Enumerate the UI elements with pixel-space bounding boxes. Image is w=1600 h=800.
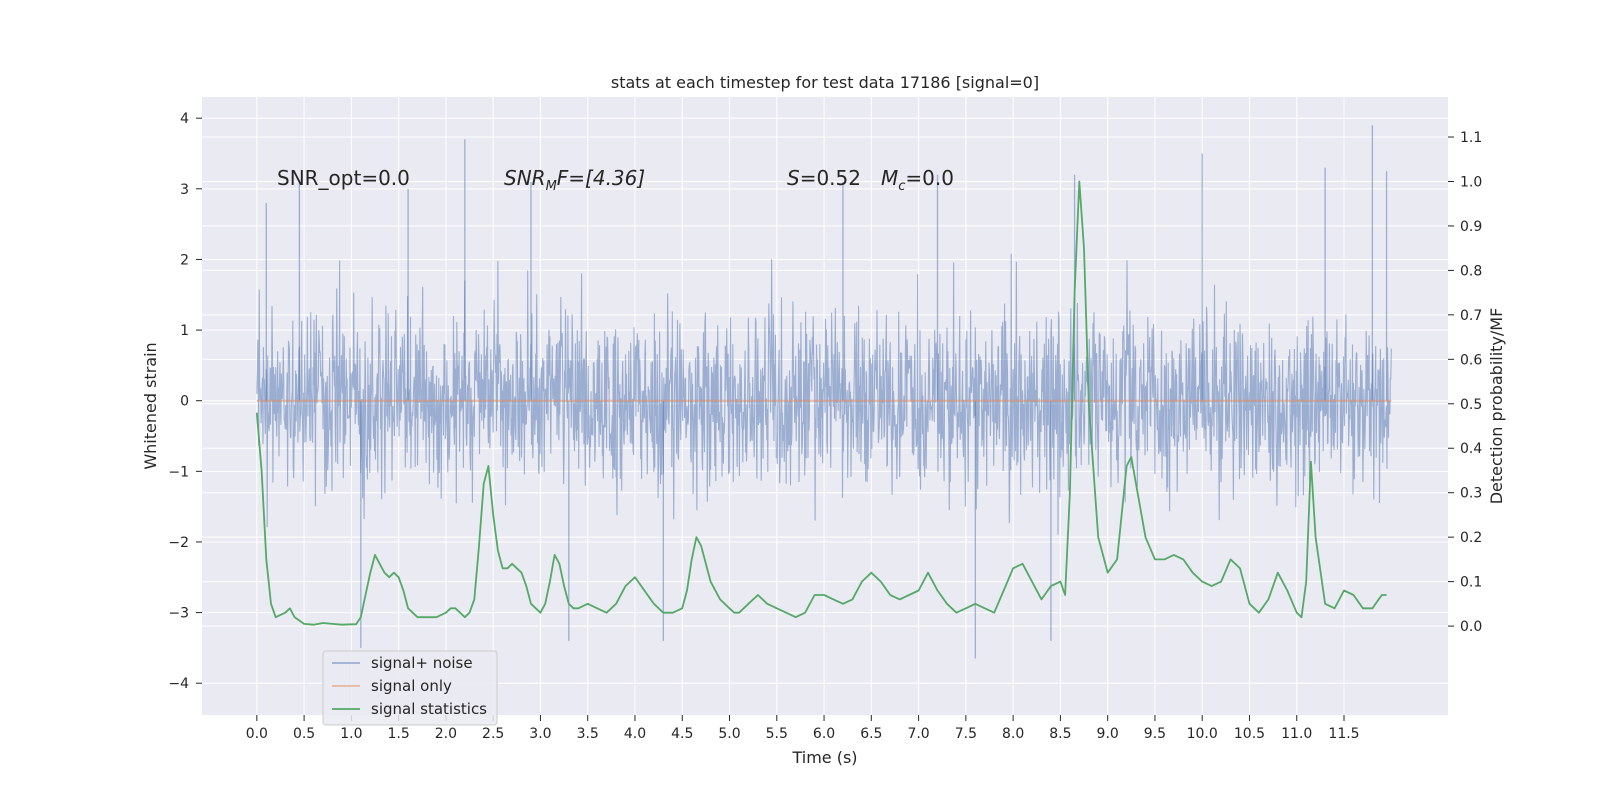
- signal-statistics-series: [255, 180, 1387, 626]
- annotation-s: S=0.52: [787, 166, 861, 190]
- y-left-tick-label-6: 2: [180, 252, 189, 268]
- chart-title: stats at each timestep for test data 171…: [611, 73, 1039, 92]
- x-tick-label-1: 0.5: [293, 726, 315, 742]
- y-right-axis-ticks: 0.0 0.1 0.2 0.3 0.4 0.5 0.6 0.7 0.8 0.9 1.0 1.1: [1448, 130, 1482, 635]
- signal-noise-series: [256, 125, 1392, 659]
- y-left-tick-label-4: 0: [180, 394, 189, 410]
- x-tick-label-23: 11.5: [1328, 726, 1359, 742]
- legend-label-signal-only: signal only: [371, 677, 452, 695]
- y-right-tick-label-3: 0.3: [1460, 486, 1482, 502]
- annotation-s-main: S: [787, 166, 800, 190]
- x-tick-label-3: 1.5: [388, 726, 410, 742]
- x-tick-label-13: 6.5: [860, 726, 882, 742]
- y-right-tick-label-9: 0.9: [1460, 219, 1482, 235]
- y-right-tick-label-0: 0.0: [1460, 619, 1482, 635]
- x-tick-label-14: 7.0: [907, 726, 929, 742]
- legend-label-signal-noise: signal+ noise: [371, 654, 473, 672]
- y-right-tick-label-6: 0.6: [1460, 352, 1482, 368]
- x-tick-label-2: 1.0: [340, 726, 362, 742]
- y-right-tick-label-5: 0.5: [1460, 397, 1482, 413]
- x-tick-label-22: 11.0: [1281, 726, 1312, 742]
- y-left-tick-label-1: −3: [168, 606, 189, 622]
- y-left-tick-label-3: −1: [168, 464, 189, 480]
- annotation-snr-mf-sub: M: [546, 179, 557, 194]
- x-tick-label-16: 8.0: [1002, 726, 1024, 742]
- y-right-axis-label: Detection probability/MF: [1487, 308, 1506, 505]
- x-tick-label-15: 7.5: [955, 726, 977, 742]
- x-tick-label-20: 10.0: [1187, 726, 1218, 742]
- legend: signal+ noise signal only signal statist…: [322, 650, 498, 726]
- x-tick-label-6: 3.0: [529, 726, 551, 742]
- x-tick-label-0: 0.0: [246, 726, 268, 742]
- annotation-mc: Mc=0.0: [881, 166, 954, 194]
- y-right-tick-label-8: 0.8: [1460, 263, 1482, 279]
- annotation-snr-mf-main: SNR: [504, 166, 546, 190]
- x-axis-ticks: 0.0 0.5 1.0 1.5 2.0 2.5 3.0 3.5 4.0 4.5 5.0 5.5 6.0 6…: [246, 715, 1360, 742]
- annotation-s-value: =0.52: [800, 166, 861, 190]
- y-right-tick-label-10: 1.0: [1460, 174, 1482, 190]
- x-tick-label-21: 10.5: [1234, 726, 1265, 742]
- x-axis-label: Time (s): [791, 748, 857, 767]
- y-left-tick-label-8: 4: [180, 111, 189, 127]
- y-right-tick-label-11: 1.1: [1460, 130, 1482, 146]
- x-tick-label-7: 3.5: [577, 726, 599, 742]
- y-left-tick-label-5: 1: [180, 323, 189, 339]
- legend-box: [322, 650, 498, 726]
- x-tick-label-17: 8.5: [1049, 726, 1071, 742]
- x-tick-label-18: 9.0: [1097, 726, 1119, 742]
- x-tick-label-9: 4.5: [671, 726, 693, 742]
- legend-label-signal-statistics: signal statistics: [371, 700, 487, 718]
- x-tick-label-11: 5.5: [766, 726, 788, 742]
- annotation-mc-value: =0.0: [905, 166, 954, 190]
- y-left-axis-ticks: −4 −3 −2 −1 0 1 2 3 4: [168, 111, 202, 692]
- x-tick-label-8: 4.0: [624, 726, 646, 742]
- y-right-tick-label-7: 0.7: [1460, 308, 1482, 324]
- x-tick-label-10: 5.0: [718, 726, 740, 742]
- annotation-mc-sub: c: [898, 179, 905, 194]
- y-right-tick-label-2: 0.2: [1460, 530, 1482, 546]
- x-tick-label-12: 6.0: [813, 726, 835, 742]
- y-right-tick-label-1: 0.1: [1460, 575, 1482, 591]
- signal-statistics-line: [255, 180, 1387, 626]
- y-left-tick-label-7: 3: [180, 182, 189, 198]
- annotation-snr-opt: SNR_opt=0.0: [277, 166, 410, 190]
- y-right-tick-label-4: 0.4: [1460, 441, 1482, 457]
- y-left-axis-label: Whitened strain: [141, 342, 160, 469]
- x-tick-label-19: 9.5: [1144, 726, 1166, 742]
- annotation-snr-mf: SNRMF=[4.36]: [504, 166, 645, 194]
- x-tick-label-4: 2.0: [435, 726, 457, 742]
- x-tick-label-5: 2.5: [482, 726, 504, 742]
- y-left-tick-label-0: −4: [168, 676, 189, 692]
- annotation-mc-main: M: [881, 166, 898, 190]
- signal-noise-trace: [256, 253, 1392, 535]
- annotation-snr-mf-rest: F=[4.36]: [557, 166, 645, 190]
- y-left-tick-label-2: −2: [168, 535, 189, 551]
